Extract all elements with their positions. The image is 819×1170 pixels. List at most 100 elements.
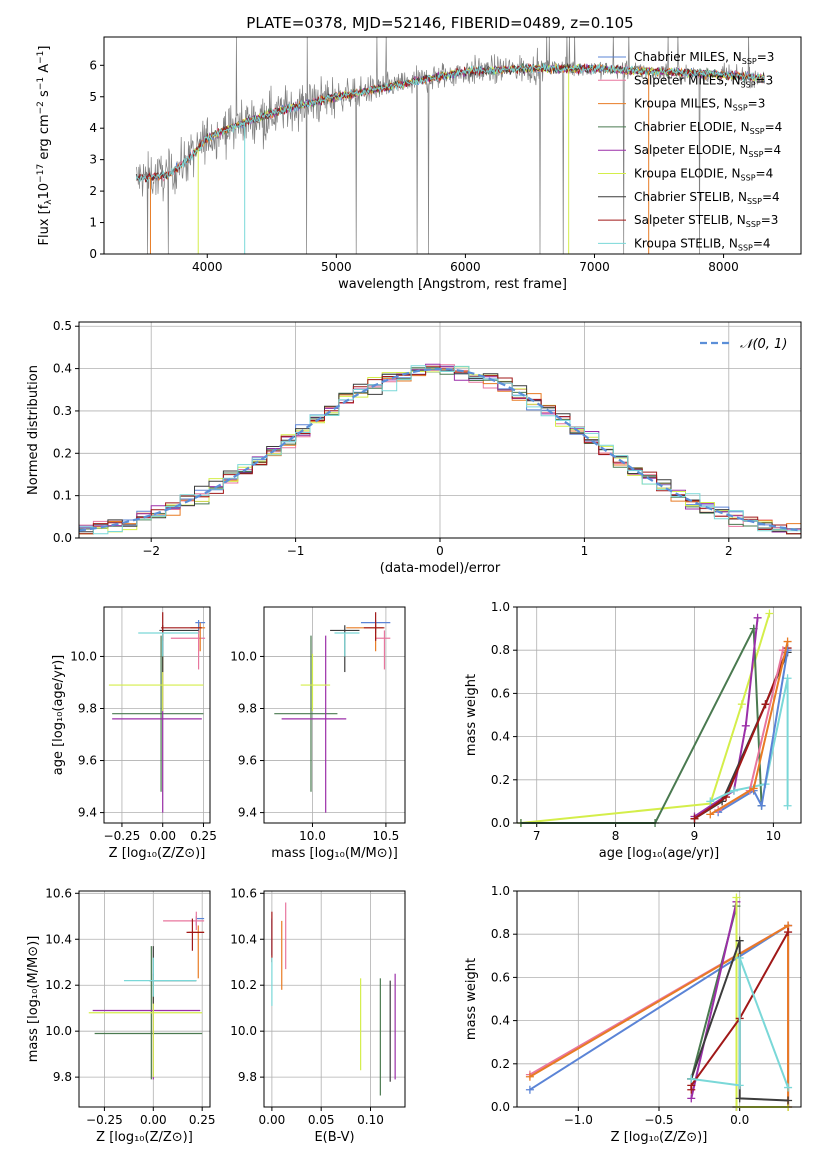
weight-line-salpeter_elodie: [693, 617, 759, 818]
histogram-kroupa_stelib: [79, 365, 801, 535]
weight-marker-kroupa_elodie: [732, 893, 741, 902]
y-tick-label: 0.2: [491, 1057, 510, 1071]
legend-label: Salpeter ELODIE, NSSP=4: [634, 143, 781, 159]
x-tick-label: 6000: [450, 260, 481, 274]
legend-label-value: =4: [763, 143, 781, 157]
y-tick-label: 10.2: [230, 978, 257, 992]
figure-title: PLATE=0378, MJD=52146, FIBERID=0489, z=0…: [246, 14, 633, 32]
y-tick-label: 0.0: [53, 531, 72, 545]
x-tick-label: −1: [287, 544, 305, 558]
y-tick-label: 1: [89, 216, 97, 230]
weight-marker-salpeter_stelib: [784, 928, 793, 937]
weight-marker-kroupa_stelib: [735, 1081, 744, 1090]
legend-label-text: Salpeter MILES, N: [634, 73, 741, 87]
y-tick-label: 0.6: [491, 970, 510, 984]
y-tick-label: 4: [89, 121, 97, 135]
x-tick-label: 9: [691, 829, 699, 843]
x-tick-label: 5000: [321, 260, 352, 274]
y-tick-label: 10.4: [45, 932, 72, 946]
legend-label-sub: SSP: [750, 127, 765, 136]
y-axis-label-part: s: [37, 90, 52, 101]
y-tick-label: 9.6: [238, 754, 257, 768]
legend-label-text: Chabrier ELODIE, N: [634, 120, 750, 134]
y-tick-label: 10.0: [230, 649, 257, 663]
y-tick-label: 9.4: [238, 806, 257, 820]
residual-histogram-panel: −2 −1 0 1 2 0.0 0.1 0.2 0.3 0.4 0.5 (data-model)/er…: [26, 319, 802, 576]
y-tick-label: 9.8: [238, 1070, 257, 1084]
legend-label: Chabrier ELODIE, NSSP=4: [634, 120, 782, 136]
x-tick-label: 0.00: [259, 1113, 286, 1127]
y-axis-label-part: −2: [36, 101, 46, 114]
legend-label-sub: SSP: [742, 57, 757, 66]
weight-marker-kroupa_miles: [706, 810, 715, 819]
y-tick-label: 10.0: [70, 649, 97, 663]
x-axis-label: Z [log₁₀(Z/Z⊙)]: [109, 846, 206, 861]
y-axis-label: age [log₁₀(age/yr)]: [51, 655, 66, 776]
y-tick-label: 10.6: [45, 886, 72, 900]
plot-frame: [103, 36, 802, 255]
legend-label-text: Kroupa MILES, N: [634, 97, 733, 111]
legend-label-text: Chabrier MILES, N: [634, 50, 742, 64]
y-tick-label: 0.8: [491, 927, 510, 941]
legend-label: Salpeter MILES, NSSP=3: [634, 73, 773, 89]
y-axis-label-part: 10: [37, 183, 52, 200]
x-tick-label: 10: [766, 829, 781, 843]
x-axis-label: Z [log₁₀(Z/Z⊙)]: [611, 1130, 708, 1145]
weight-marker-chabrier_stelib: [735, 936, 744, 945]
x-axis-label: mass [log₁₀(M/M⊙)]: [271, 846, 398, 861]
y-axis-label-part: A: [37, 64, 52, 77]
weight-vs-metallicity-panel: −1.0 −0.5 0.0 0.0 0.2 0.4 0.6 0.8 1.0 Z [log₁₀(Z/…: [464, 884, 802, 1145]
weight-marker-chabrier_stelib: [784, 1096, 793, 1105]
legend-label-value: =4: [762, 190, 780, 204]
x-tick-label: 7: [533, 829, 541, 843]
x-tick-label: 10.5: [373, 829, 400, 843]
weight-marker-chabrier_miles: [757, 801, 766, 810]
x-tick-label: 0.05: [308, 1113, 335, 1127]
x-tick-label: 0.00: [140, 1113, 167, 1127]
y-axis-label-part: −17: [36, 164, 46, 183]
legend-label-text: Kroupa STELIB, N: [634, 236, 738, 250]
y-tick-label: 9.8: [53, 1070, 72, 1084]
y-tick-label: 6: [89, 58, 97, 72]
x-tick-label: 0.25: [189, 1113, 216, 1127]
x-tick-label: −0.25: [86, 1113, 123, 1127]
y-tick-label: 9.6: [78, 754, 97, 768]
legend-label-normal: 𝒩(0, 1): [740, 337, 787, 352]
y-axis-label: mass [log₁₀(M/M⊙)]: [26, 936, 41, 1063]
legend-label-sub: SSP: [748, 150, 763, 159]
plot-frame: [263, 606, 406, 824]
weight-marker-salpeter_stelib: [761, 700, 770, 709]
legend-label: Salpeter STELIB, NSSP=3: [634, 213, 778, 229]
weight-line-chabrier_miles: [717, 650, 789, 814]
plot-frame: [78, 321, 802, 539]
y-tick-label: 0.4: [491, 730, 510, 744]
y-tick-label: 0.4: [53, 362, 72, 376]
legend-label-value: =3: [761, 213, 779, 227]
y-tick-label: 1.0: [491, 884, 510, 898]
x-tick-label: 0.25: [190, 829, 217, 843]
mass-vs-extinction-panel: 0.00 0.05 0.10 9.8 10.0 10.2 10.4 10.6 E(B-V): [230, 886, 406, 1145]
y-tick-label: 2: [89, 184, 97, 198]
legend-label: Chabrier STELIB, NSSP=4: [634, 190, 780, 206]
age-vs-metallicity-panel: −0.25 0.00 0.25 9.4 9.6 9.8 10.0 Z [log₁₀(Z/Z⊙)…: [51, 606, 217, 861]
y-tick-label: 9.4: [78, 806, 97, 820]
x-tick-label: −0.5: [644, 1113, 673, 1127]
y-tick-label: 0.6: [491, 686, 510, 700]
y-axis-label-part: −1: [36, 77, 46, 90]
model-spectrum-kroupa_stelib: [135, 63, 765, 183]
spectrum-panel: 4000 5000 6000 7000 8000 0 1 2 3 4 5 6 wavelength [A…: [36, 36, 802, 292]
y-axis-label-part: λ: [44, 199, 54, 205]
y-tick-label: 0.5: [53, 319, 72, 333]
legend-label: Kroupa MILES, NSSP=3: [634, 97, 765, 113]
y-tick-label: 9.8: [78, 701, 97, 715]
legend-label: Kroupa STELIB, NSSP=4: [634, 236, 771, 252]
legend-label-text: Salpeter ELODIE, N: [634, 143, 748, 157]
weight-marker-kroupa_stelib: [687, 1074, 696, 1083]
x-axis-label: age [log₁₀(age/yr)]: [599, 846, 720, 861]
legend-label-sub: SSP: [738, 243, 753, 252]
weight-marker-kroupa_stelib: [783, 801, 792, 810]
y-axis-label-part: ]: [37, 46, 52, 51]
y-tick-label: 0.0: [491, 1100, 510, 1114]
plot-frame: [103, 606, 211, 824]
